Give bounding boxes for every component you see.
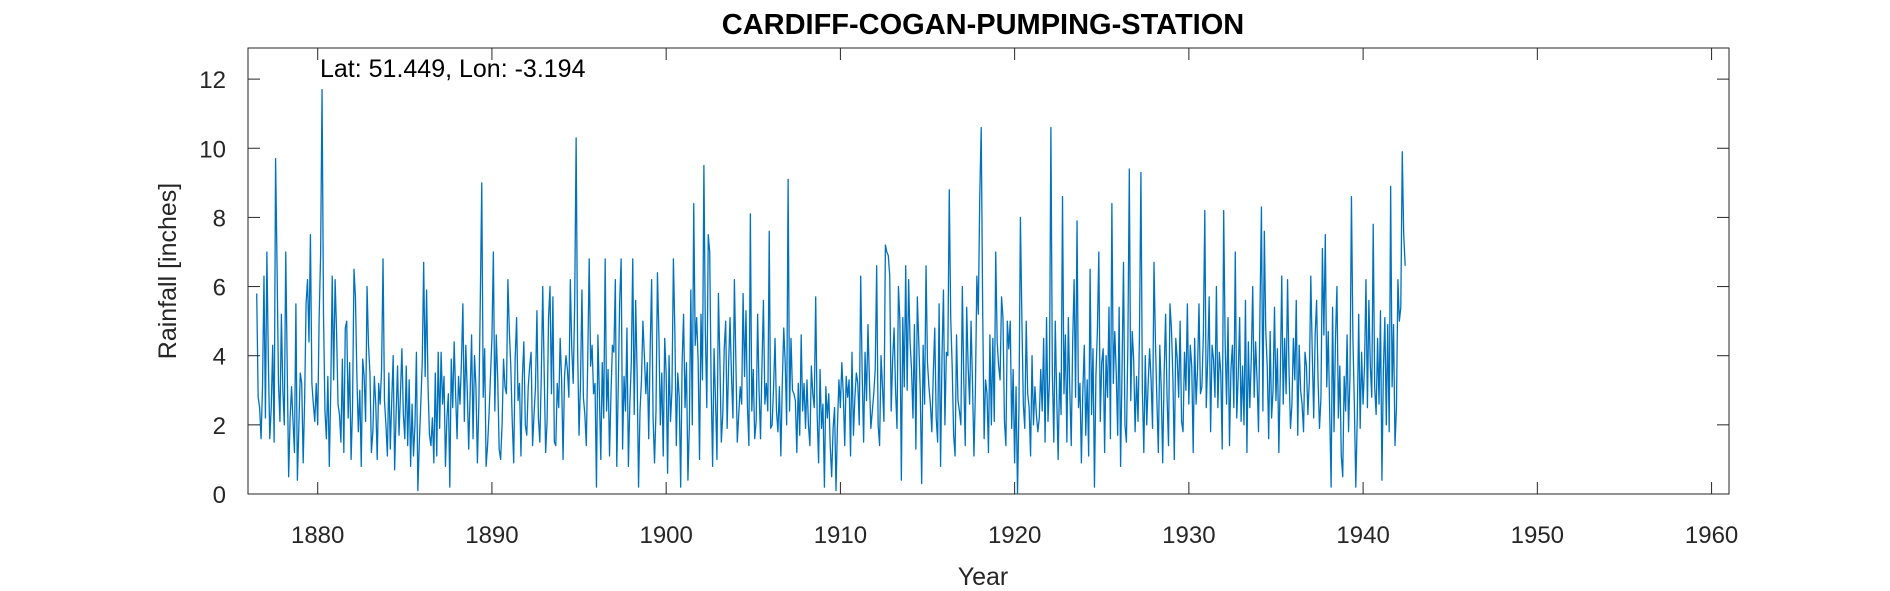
x-tick-label: 1910	[814, 522, 867, 549]
y-axis-ticks: 0 2 4 6 8 10 12	[199, 67, 1729, 509]
x-tick-label: 1930	[1162, 522, 1215, 549]
x-axis-ticks: 1880 1890 1900 1910 1920 1930 1940 1950 1960	[291, 48, 1738, 549]
chart-title: CARDIFF-COGAN-PUMPING-STATION	[722, 9, 1244, 41]
x-tick-label: 1880	[291, 522, 344, 549]
x-tick-label: 1920	[988, 522, 1041, 549]
y-axis-label: Rainfall [inches]	[154, 183, 182, 359]
y-tick-label: 8	[213, 205, 226, 232]
x-tick-label: 1960	[1685, 522, 1738, 549]
y-tick-label: 12	[199, 67, 226, 94]
y-tick-label: 10	[199, 136, 226, 163]
x-tick-label: 1950	[1511, 522, 1564, 549]
x-tick-label: 1940	[1336, 522, 1389, 549]
y-tick-label: 4	[213, 344, 226, 371]
y-tick-label: 2	[213, 413, 226, 440]
y-tick-label: 0	[213, 482, 226, 509]
rainfall-series-line	[256, 88, 1406, 495]
x-tick-label: 1890	[465, 522, 518, 549]
y-tick-label: 6	[213, 275, 226, 302]
x-tick-label: 1900	[639, 522, 692, 549]
coordinates-annotation: Lat: 51.449, Lon: -3.194	[320, 55, 586, 83]
x-axis-label: Year	[958, 563, 1009, 591]
